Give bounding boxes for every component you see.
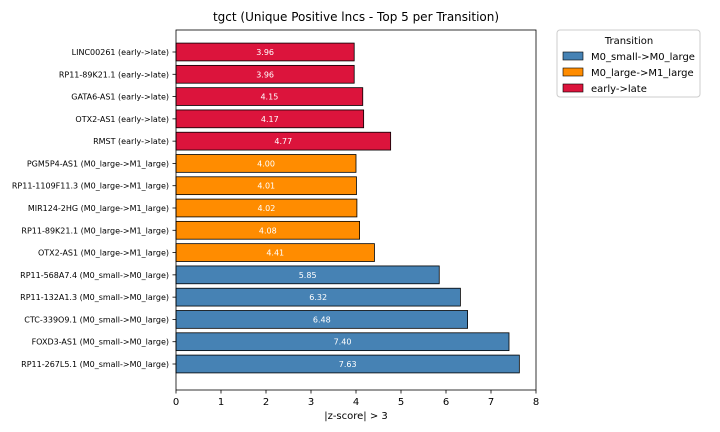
- bar-value-label: 3.96: [256, 48, 274, 57]
- y-tick-label: FOXD3-AS1 (M0_small->M0_large): [32, 338, 169, 347]
- bar-value-label: 4.15: [260, 93, 278, 102]
- bar-value-label: 4.00: [257, 159, 275, 168]
- legend: Transition M0_small->M0_large M0_large->M…: [556, 29, 701, 98]
- x-tick-label: 2: [263, 397, 269, 408]
- y-axis: LINC00261 (early->late) RP11-89K21.1 (ear…: [12, 48, 176, 369]
- legend-label: M0_large->M1_large: [591, 68, 694, 79]
- legend-swatch: [562, 51, 584, 61]
- chart-title: tgct (Unique Positive lncs - Top 5 per T…: [213, 10, 499, 24]
- bar-value-label: 4.77: [274, 137, 292, 146]
- legend-label: early->late: [591, 84, 647, 95]
- y-tick-label: GATA6-AS1 (early->late): [71, 93, 169, 102]
- x-tick-label: 8: [533, 397, 539, 408]
- y-tick-label: CTC-339O9.1 (M0_small->M0_large): [24, 315, 169, 324]
- x-tick-label: 1: [218, 397, 224, 408]
- bar-value-label: 4.17: [261, 115, 279, 124]
- y-tick-label: RP11-267L5.1 (M0_small->M0_large): [21, 360, 169, 369]
- x-tick-label: 5: [398, 397, 404, 408]
- y-tick-label: RP11-568A7.4 (M0_small->M0_large): [20, 271, 169, 280]
- x-tick-label: 0: [173, 397, 179, 408]
- x-tick-label: 4: [353, 397, 359, 408]
- bar-value-label: 4.08: [259, 226, 277, 235]
- x-axis: 0 1 2 3 4 5 6 7 8: [173, 390, 539, 408]
- bar-value-label: 4.01: [257, 182, 275, 191]
- bar-value-label: 4.02: [258, 204, 276, 213]
- legend-box: [556, 29, 701, 98]
- x-tick-label: 7: [488, 397, 494, 408]
- y-tick-label: RP11-89K21.1 (M0_large->M1_large): [21, 226, 169, 235]
- bar-value-label: 6.32: [309, 293, 327, 302]
- y-tick-label: MIR124-2HG (M0_large->M1_large): [28, 204, 169, 213]
- legend-entries: M0_small->M0_large M0_large->M1_largeearl…: [562, 51, 695, 95]
- y-tick-label: LINC00261 (early->late): [72, 48, 169, 57]
- x-tick-label: 3: [308, 397, 314, 408]
- y-tick-label: OTX2-AS1 (early->late): [75, 115, 169, 124]
- legend-swatch: [562, 67, 584, 77]
- y-tick-label: RP11-89K21.1 (early->late): [59, 70, 169, 79]
- y-tick-label: PGM5P4-AS1 (M0_large->M1_large): [27, 159, 169, 168]
- bar-value-label: 7.40: [334, 338, 352, 347]
- y-tick-label: RP11-1109F11.3 (M0_large->M1_large): [12, 182, 169, 191]
- y-tick-label: OTX2-AS1 (M0_large->M1_large): [38, 249, 169, 258]
- x-tick-label: 6: [443, 397, 449, 408]
- bar-value-label: 7.63: [339, 360, 357, 369]
- bar-value-label: 3.96: [256, 70, 274, 79]
- bars-layer: 3.96 3.96 4.15 4.17 4.77 4.00 4.01 4.02 4.08 4.41…: [175, 42, 520, 374]
- legend-title: Transition: [604, 36, 653, 47]
- bar-value-label: 6.48: [313, 315, 331, 324]
- bar-value-label: 4.41: [266, 249, 284, 258]
- y-tick-label: RMST (early->late): [93, 137, 169, 146]
- bar-value-label: 5.85: [299, 271, 317, 280]
- legend-label: M0_small->M0_large: [591, 52, 695, 63]
- x-axis-label: |z-score| > 3: [324, 411, 388, 422]
- legend-swatch: [562, 83, 584, 93]
- y-tick-label: RP11-132A1.3 (M0_small->M0_large): [20, 293, 169, 302]
